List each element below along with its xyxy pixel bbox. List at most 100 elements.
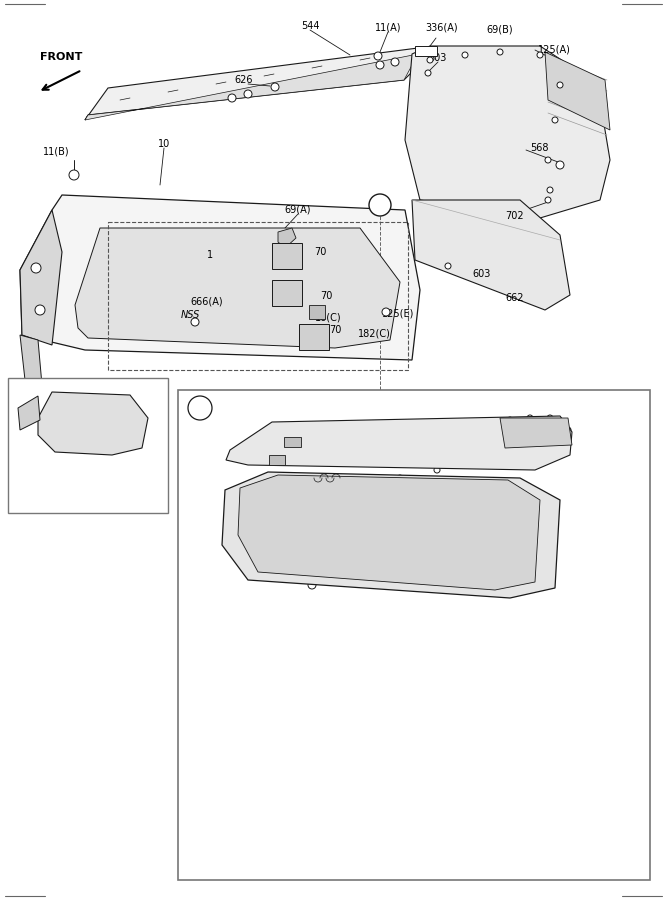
FancyBboxPatch shape [309, 305, 325, 319]
Text: 11(A): 11(A) [375, 23, 402, 33]
Text: A: A [376, 200, 384, 210]
Circle shape [246, 558, 254, 566]
Circle shape [244, 488, 252, 496]
Circle shape [381, 458, 389, 466]
Bar [8, 378, 168, 513]
Polygon shape [238, 475, 540, 590]
FancyBboxPatch shape [299, 324, 329, 350]
Text: 712: 712 [464, 551, 482, 561]
Circle shape [113, 440, 123, 450]
Text: FRONT: FRONT [40, 52, 83, 62]
Circle shape [565, 427, 571, 433]
Text: 70: 70 [329, 325, 342, 335]
Circle shape [320, 507, 330, 517]
Bar [415, 46, 437, 56]
Circle shape [308, 581, 316, 589]
Circle shape [376, 61, 384, 69]
Circle shape [397, 475, 403, 481]
Circle shape [507, 417, 513, 423]
Circle shape [557, 82, 563, 88]
Polygon shape [226, 416, 572, 470]
Text: 182(C): 182(C) [358, 328, 391, 338]
Text: 689: 689 [84, 407, 102, 417]
Circle shape [547, 187, 553, 193]
Circle shape [188, 396, 212, 420]
FancyBboxPatch shape [269, 455, 285, 465]
Polygon shape [85, 48, 430, 120]
Text: 125(B): 125(B) [107, 422, 139, 432]
Text: 715: 715 [275, 511, 293, 521]
Circle shape [552, 117, 558, 123]
Text: 48: 48 [340, 491, 352, 501]
Bar [108, 222, 408, 370]
Polygon shape [20, 335, 42, 385]
Text: 61(B): 61(B) [384, 455, 410, 465]
Circle shape [545, 157, 551, 163]
Circle shape [244, 90, 252, 98]
Text: 702: 702 [505, 211, 524, 221]
Text: 706: 706 [366, 407, 384, 417]
Circle shape [369, 194, 391, 216]
Text: 666(B): 666(B) [287, 439, 320, 449]
Circle shape [516, 534, 524, 542]
Circle shape [374, 52, 382, 60]
Text: 626: 626 [235, 75, 253, 85]
Text: NSS: NSS [466, 487, 486, 497]
Circle shape [545, 197, 551, 203]
Circle shape [391, 58, 399, 66]
Polygon shape [412, 200, 570, 310]
Circle shape [462, 52, 468, 58]
Circle shape [441, 450, 449, 458]
Polygon shape [278, 228, 296, 248]
Bar [178, 390, 650, 880]
Text: 11(B): 11(B) [43, 147, 69, 157]
Text: 666(B): 666(B) [299, 423, 332, 433]
Text: 544: 544 [301, 21, 319, 31]
Circle shape [69, 170, 79, 180]
FancyBboxPatch shape [272, 280, 302, 306]
Polygon shape [500, 418, 572, 448]
Polygon shape [85, 54, 418, 120]
Polygon shape [18, 396, 40, 430]
Polygon shape [38, 392, 148, 455]
Circle shape [244, 526, 252, 534]
Circle shape [547, 415, 553, 421]
Text: 125(A): 125(A) [538, 45, 571, 55]
Circle shape [425, 70, 431, 76]
Circle shape [497, 49, 503, 55]
Circle shape [556, 161, 564, 169]
Text: 69(B): 69(B) [487, 25, 514, 35]
Text: 61(A): 61(A) [449, 451, 476, 461]
Text: 701: 701 [237, 425, 256, 435]
Circle shape [35, 305, 45, 315]
Text: 662: 662 [505, 293, 524, 303]
Text: 708: 708 [389, 565, 408, 575]
Text: 70: 70 [319, 291, 332, 301]
Polygon shape [222, 472, 560, 598]
Text: 1: 1 [207, 250, 213, 260]
Text: 34: 34 [30, 410, 42, 420]
Text: 568: 568 [530, 143, 548, 153]
Circle shape [414, 581, 422, 589]
Circle shape [382, 308, 390, 316]
Circle shape [446, 568, 454, 576]
Circle shape [516, 494, 524, 502]
Text: 666(A): 666(A) [191, 297, 223, 307]
Circle shape [271, 83, 279, 91]
Text: 10: 10 [158, 139, 170, 149]
FancyBboxPatch shape [284, 437, 301, 447]
Text: 53(A): 53(A) [459, 435, 486, 445]
Polygon shape [405, 46, 610, 218]
Circle shape [191, 318, 199, 326]
Text: 603: 603 [472, 269, 490, 279]
Circle shape [434, 467, 440, 473]
Circle shape [511, 566, 519, 574]
Text: 53(B): 53(B) [399, 472, 426, 482]
Circle shape [31, 263, 41, 273]
Text: NSS: NSS [180, 310, 199, 320]
Text: 336(B): 336(B) [95, 385, 128, 395]
Text: 666(A): 666(A) [469, 503, 502, 513]
Circle shape [537, 52, 543, 58]
Text: 125(E): 125(E) [382, 309, 414, 319]
Circle shape [527, 415, 533, 421]
